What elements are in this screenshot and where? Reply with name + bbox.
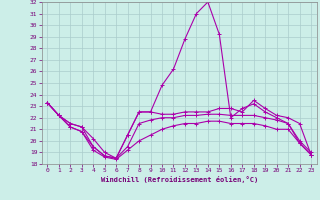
X-axis label: Windchill (Refroidissement éolien,°C): Windchill (Refroidissement éolien,°C) (100, 176, 258, 183)
